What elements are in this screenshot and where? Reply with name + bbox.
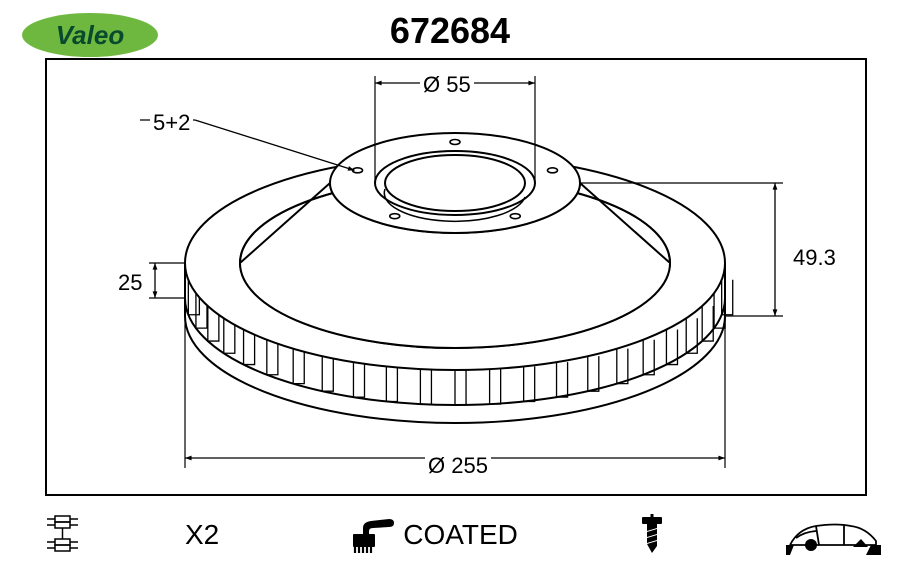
coated-label: COATED [403,519,518,551]
coated-indicator: COATED [349,516,518,554]
dim-bore-diameter: Ø 55 [420,72,474,98]
dim-outer-diameter: Ø 255 [425,453,491,479]
disc-section-indicator [35,513,90,558]
quantity-label: X2 [185,519,219,551]
part-number: 672684 [390,10,510,52]
screw-icon [633,513,671,557]
dim-holes-pattern: 5+2 [150,110,193,136]
screw-indicator [633,513,671,557]
brand-text: Valeo [56,20,125,50]
quantity-indicator: X2 [185,519,219,551]
disc-cross-section-icon [35,513,90,558]
car-front-icon [786,515,881,555]
dim-overall-height: 49.3 [790,245,839,271]
brand-logo: Valeo [20,10,160,60]
fitment-indicator [786,515,881,555]
footer-bar: X2 COATED [0,500,900,570]
brush-icon [349,516,395,554]
dim-disc-thickness: 25 [115,270,145,296]
